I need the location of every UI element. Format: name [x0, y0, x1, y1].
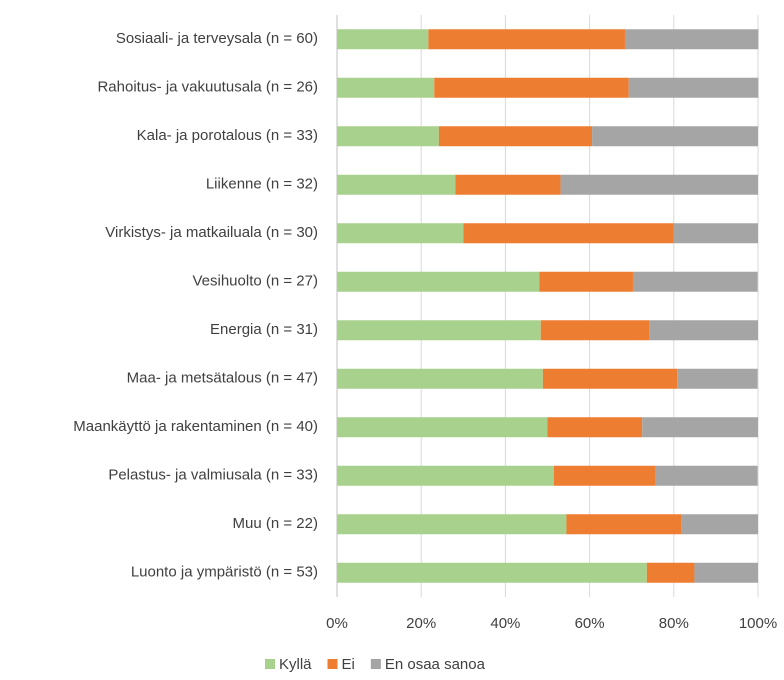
- bar-segment: [624, 29, 759, 50]
- y-tick-label: Vesihuolto (n = 27): [192, 273, 318, 290]
- bar-segment: [553, 465, 656, 486]
- bar-segment: [542, 368, 678, 389]
- y-tick-label: Luonto ja ympäristö (n = 53): [131, 564, 318, 581]
- bar-segment: [428, 29, 625, 50]
- bar-segment: [694, 562, 758, 583]
- bar-segment: [673, 223, 758, 244]
- x-tick-label: 100%: [739, 615, 777, 632]
- x-tick-label: 40%: [490, 615, 520, 632]
- bar-segment: [655, 465, 758, 486]
- bar-segment: [337, 77, 435, 98]
- y-tick-label: Virkistys- ja matkailuala (n = 30): [105, 224, 318, 241]
- y-tick-label: Maankäyttö ja rakentaminen (n = 40): [73, 418, 318, 435]
- y-tick-label: Rahoitus- ja vakuutusala (n = 26): [97, 79, 318, 96]
- y-tick-label: Kala- ja porotalous (n = 33): [137, 127, 318, 144]
- y-tick-label: Muu (n = 22): [233, 515, 318, 532]
- legend-swatch: [265, 659, 275, 669]
- bar-segment: [337, 271, 540, 292]
- bar-segment: [540, 320, 650, 341]
- bar-segment: [681, 514, 758, 535]
- bar-segment: [337, 562, 647, 583]
- bar-segment: [337, 320, 541, 341]
- x-tick-label: 20%: [406, 615, 436, 632]
- bar-segment: [337, 29, 429, 50]
- bar-segment: [337, 514, 567, 535]
- bar-segment: [337, 126, 439, 147]
- legend-label: En osaa sanoa: [385, 656, 486, 673]
- bar-segment: [337, 174, 456, 195]
- x-tick-label: 60%: [575, 615, 605, 632]
- bar-segment: [646, 562, 695, 583]
- y-tick-label: Liikenne (n = 32): [206, 176, 318, 193]
- legend-label: Ei: [342, 656, 355, 673]
- bar-segment: [642, 417, 758, 438]
- bar-segment: [539, 271, 633, 292]
- bar-segment: [592, 126, 758, 147]
- x-tick-label: 80%: [659, 615, 689, 632]
- bar-segment: [337, 368, 543, 389]
- bar-segment: [566, 514, 682, 535]
- bar-segment: [337, 465, 554, 486]
- legend-swatch: [327, 659, 338, 669]
- bar-segment: [628, 77, 759, 98]
- bar-segment: [455, 174, 561, 195]
- bar-segment: [463, 223, 674, 244]
- y-tick-label: Maa- ja metsätalous (n = 47): [127, 370, 318, 387]
- bar-segment: [438, 126, 593, 147]
- bar-segment: [337, 417, 548, 438]
- bar-segment: [632, 271, 758, 292]
- bar-segment: [677, 368, 758, 389]
- y-tick-label: Energia (n = 31): [210, 321, 318, 338]
- legend-label: Kyllä: [279, 656, 312, 673]
- legend-swatch: [370, 659, 381, 669]
- bar-segment: [547, 417, 643, 438]
- bar-segment: [560, 174, 758, 195]
- y-tick-label: Pelastus- ja valmiusala (n = 33): [108, 467, 318, 484]
- y-tick-label: Sosiaali- ja terveysala (n = 60): [116, 30, 318, 47]
- bar-segment: [649, 320, 758, 341]
- bar-segment: [337, 223, 464, 244]
- x-tick-label: 0%: [326, 615, 348, 632]
- bar-segment: [434, 77, 629, 98]
